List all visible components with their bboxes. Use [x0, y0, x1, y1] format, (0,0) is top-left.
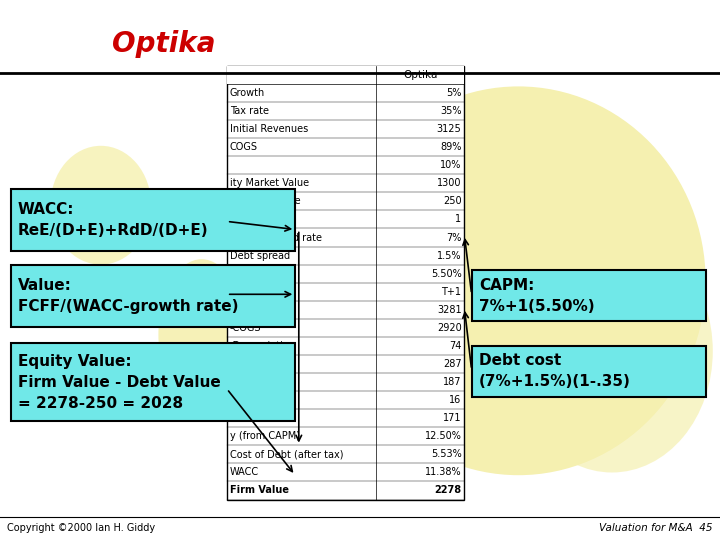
Text: Growth: Growth	[230, 88, 265, 98]
Ellipse shape	[511, 230, 713, 472]
Text: 10%: 10%	[440, 160, 462, 170]
Text: Flow to Firm: Flow to Firm	[230, 413, 289, 423]
Text: 171: 171	[443, 413, 462, 423]
Text: 1300: 1300	[437, 178, 462, 188]
Text: Beta: Beta	[230, 214, 252, 225]
Text: Initial Revenues: Initial Revenues	[230, 124, 308, 134]
Text: 74: 74	[449, 341, 462, 351]
Text: 16: 16	[449, 395, 462, 405]
Text: 12.50%: 12.50%	[425, 431, 462, 441]
Text: Value:
FCFF/(WACC-growth rate): Value: FCFF/(WACC-growth rate)	[18, 278, 238, 314]
Text: Copyright ©2000 Ian H. Giddy: Copyright ©2000 Ian H. Giddy	[7, 523, 156, 533]
Text: Optika: Optika	[403, 70, 438, 80]
Text: ity Market Value: ity Market Value	[230, 178, 309, 188]
Text: Equity Value:
Firm Value - Debt Value
= 2278-250 = 2028: Equity Value: Firm Value - Debt Value = …	[18, 354, 221, 410]
Text: C: C	[230, 395, 236, 405]
Text: WACC: WACC	[230, 468, 258, 477]
Text: Debt spread: Debt spread	[230, 251, 290, 261]
Text: 3281: 3281	[437, 305, 462, 315]
Text: 7%: 7%	[446, 233, 462, 242]
Text: 35%: 35%	[440, 106, 462, 116]
Text: -Depreciation: -Depreciation	[230, 341, 296, 351]
Text: 3125: 3125	[437, 124, 462, 134]
FancyBboxPatch shape	[472, 346, 706, 397]
Text: 1.5%: 1.5%	[437, 251, 462, 261]
Text: Cost of Debt (after tax): Cost of Debt (after tax)	[230, 449, 343, 460]
Text: 2920: 2920	[437, 323, 462, 333]
Text: remium: remium	[230, 269, 267, 279]
Text: Firm Value: Firm Value	[230, 485, 289, 496]
Ellipse shape	[158, 259, 245, 410]
Text: 287: 287	[443, 359, 462, 369]
Text: Treasury bond rate: Treasury bond rate	[230, 233, 322, 242]
Text: COGS: COGS	[230, 142, 258, 152]
Text: Revenues: Revenues	[230, 305, 277, 315]
Text: 5%: 5%	[446, 88, 462, 98]
FancyBboxPatch shape	[11, 343, 295, 421]
Text: Valuation for M&A  45: Valuation for M&A 45	[599, 523, 713, 533]
Text: 5.53%: 5.53%	[431, 449, 462, 460]
Ellipse shape	[50, 146, 151, 265]
Text: t Market Value: t Market Value	[230, 197, 300, 206]
Text: -COGS: -COGS	[230, 323, 261, 333]
Text: WACC:
ReE/(D+E)+RdD/(D+E): WACC: ReE/(D+E)+RdD/(D+E)	[18, 202, 209, 238]
Text: Tax rate: Tax rate	[230, 106, 269, 116]
FancyBboxPatch shape	[11, 189, 295, 251]
FancyBboxPatch shape	[11, 265, 295, 327]
Bar	[227, 66, 464, 500]
Ellipse shape	[331, 86, 706, 475]
Text: 89%: 89%	[440, 142, 462, 152]
Text: 187: 187	[443, 377, 462, 387]
Bar	[227, 66, 464, 84]
Text: y (from CAPM): y (from CAPM)	[230, 431, 300, 441]
Text: Debt cost
(7%+1.5%)(1-.35): Debt cost (7%+1.5%)(1-.35)	[479, 353, 631, 389]
FancyBboxPatch shape	[472, 270, 706, 321]
Text: 1: 1	[455, 214, 462, 225]
Text: 2278: 2278	[434, 485, 462, 496]
Text: T+1: T+1	[441, 287, 462, 296]
Text: 250: 250	[443, 197, 462, 206]
Text: 5.50%: 5.50%	[431, 269, 462, 279]
Text: 11.38%: 11.38%	[425, 468, 462, 477]
Text: CAPM:
7%+1(5.50%): CAPM: 7%+1(5.50%)	[479, 278, 595, 314]
Text: Optika: Optika	[112, 30, 215, 58]
